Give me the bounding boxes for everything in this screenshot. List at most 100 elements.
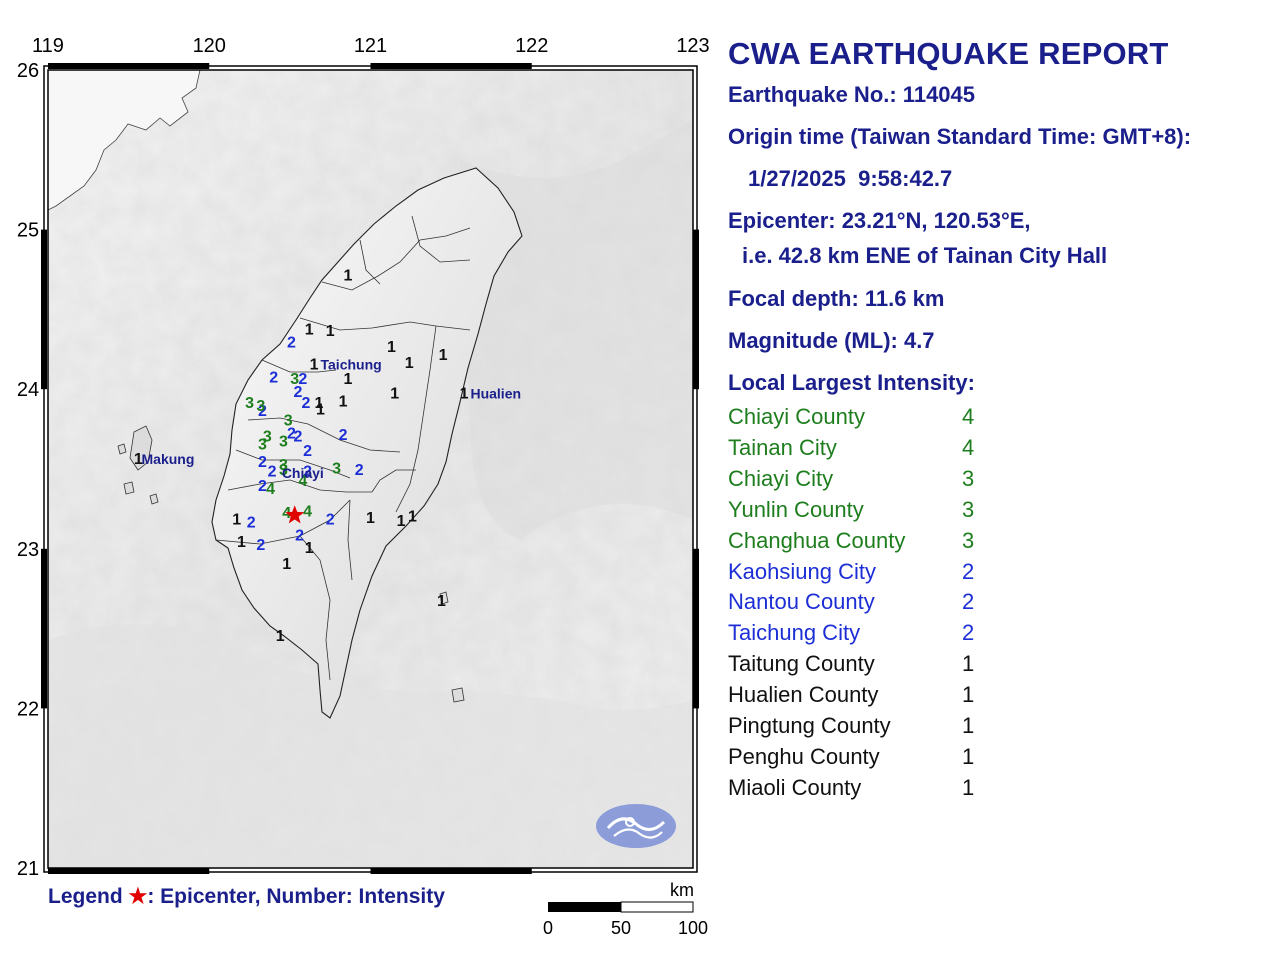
intensity-label: 2 (268, 464, 277, 481)
intensity-area: Miaoli County (728, 774, 862, 800)
intensity-value: 3 (962, 527, 975, 553)
intensity-value: 3 (962, 465, 975, 491)
intensity-label: 1 (390, 385, 399, 402)
lat-label: 23 (17, 539, 39, 561)
intensity-label: 3 (332, 460, 341, 477)
intensity-label: 1 (314, 395, 323, 412)
green-island (439, 591, 449, 605)
lat-label: 21 (17, 858, 39, 880)
intensity-value: 3 (962, 496, 975, 522)
intensity-area: Taichung City (728, 620, 861, 646)
intensity-label: 2 (247, 515, 256, 532)
intensity-label: 2 (302, 395, 311, 412)
east-relief (460, 120, 693, 540)
city-label: Hualien (470, 385, 521, 401)
intensity-label: 2 (355, 462, 364, 479)
intensity-label: 2 (326, 511, 335, 528)
lon-label: 121 (354, 35, 387, 57)
intensity-area: Changhua County (728, 527, 906, 553)
intensity-label: 1 (134, 451, 143, 468)
intensity-label: 3 (290, 371, 299, 388)
intensity-label: 3 (279, 457, 288, 474)
intensity-label: 1 (310, 357, 319, 374)
lat-label: 26 (17, 60, 39, 82)
orchid-island (451, 687, 465, 703)
intensity-label: 1 (387, 339, 396, 356)
city-labels: Taichung Hualien Makung Chiayi (142, 357, 522, 482)
legend: Legend ★: Epicenter, Number: Intensity (48, 884, 445, 909)
intensity-area: Nantou County (728, 589, 875, 615)
intensity-label: 1 (305, 540, 314, 557)
intensity-area: Chiayi County (728, 404, 865, 429)
intensity-header: Local Largest Intensity: (728, 370, 975, 395)
epicenter-coords: Epicenter: 23.21°N, 120.53°E, (728, 208, 1031, 233)
report-title: CWA EARTHQUAKE REPORT (728, 36, 1169, 71)
intensity-value: 1 (962, 774, 975, 800)
intensity-label: 2 (258, 478, 267, 495)
lon-label: 123 (676, 35, 709, 57)
intensity-label: 2 (287, 425, 296, 442)
intensity-value: 2 (962, 558, 975, 584)
scale-unit: km (670, 880, 694, 900)
star-icon (285, 505, 305, 524)
intensity-label: 4 (266, 481, 275, 498)
city-label: Chiayi (282, 465, 324, 481)
intensity-area: Tainan City (728, 434, 837, 460)
scale-bar: km 0 50 100 (543, 880, 708, 938)
intensity-label: 1 (232, 511, 241, 528)
intensity-label: 3 (256, 398, 265, 415)
intensity-value: 2 (962, 589, 975, 615)
intensity-label: 3 (245, 395, 254, 412)
intensity-label: 1 (316, 401, 325, 418)
intensity-label: 1 (366, 510, 375, 527)
intensity-label: 1 (343, 267, 352, 284)
intensity-label: 3 (279, 433, 288, 450)
legend-label: Legend (48, 885, 123, 908)
intensity-label: 2 (339, 427, 348, 444)
intensity-label: 2 (258, 454, 267, 471)
intensity-label: 1 (439, 347, 448, 364)
intensity-label: 2 (293, 428, 302, 445)
intensity-label: 2 (303, 443, 312, 460)
lat-label: 25 (17, 220, 39, 242)
intensity-label: 1 (305, 322, 314, 339)
intensity-label: 2 (303, 464, 312, 481)
cwa-logo-icon (596, 804, 676, 848)
scale-label-50: 50 (611, 918, 631, 938)
taiwan-outline (211, 167, 523, 719)
south-relief (48, 624, 693, 868)
intensity-area: Chiayi City (728, 465, 834, 491)
intensity-label: 1 (405, 355, 414, 372)
focal-depth: Focal depth: 11.6 km (728, 286, 945, 311)
scale-label-0: 0 (543, 918, 553, 938)
intensity-label: 3 (279, 462, 288, 479)
intensity-label: 2 (293, 384, 302, 401)
intensity-area: Penghu County (728, 743, 880, 769)
taiwan-island (117, 167, 523, 719)
intensity-value: 1 (962, 713, 975, 738)
legend-star-icon: ★ (128, 885, 148, 908)
intensity-label: 1 (339, 393, 348, 410)
lat-label: 22 (17, 698, 39, 720)
frame-border (41, 63, 699, 874)
intensity-label: 2 (287, 334, 296, 351)
intensity-label: 1 (460, 385, 469, 402)
epicenter-marker (285, 505, 305, 524)
intensity-label: 3 (263, 428, 272, 445)
intensity-label: 3 (284, 413, 293, 430)
intensity-value: 1 (962, 651, 975, 677)
intensity-label: 1 (437, 593, 446, 610)
city-label: Makung (142, 451, 195, 467)
intensity-label: 1 (343, 371, 352, 388)
intensity-label: 4 (303, 503, 312, 520)
intensity-label: 3 (258, 436, 267, 453)
lon-label: 119 (32, 35, 64, 57)
origin-time: 1/27/2025 9:58:42.7 (748, 166, 953, 191)
intensity-value: 1 (962, 682, 975, 708)
intensity-label: 2 (258, 403, 267, 420)
intensity-value: 2 (962, 620, 975, 646)
epicenter-reference: i.e. 42.8 km ENE of Tainan City Hall (742, 243, 1108, 268)
intensity-label: 1 (408, 508, 417, 525)
